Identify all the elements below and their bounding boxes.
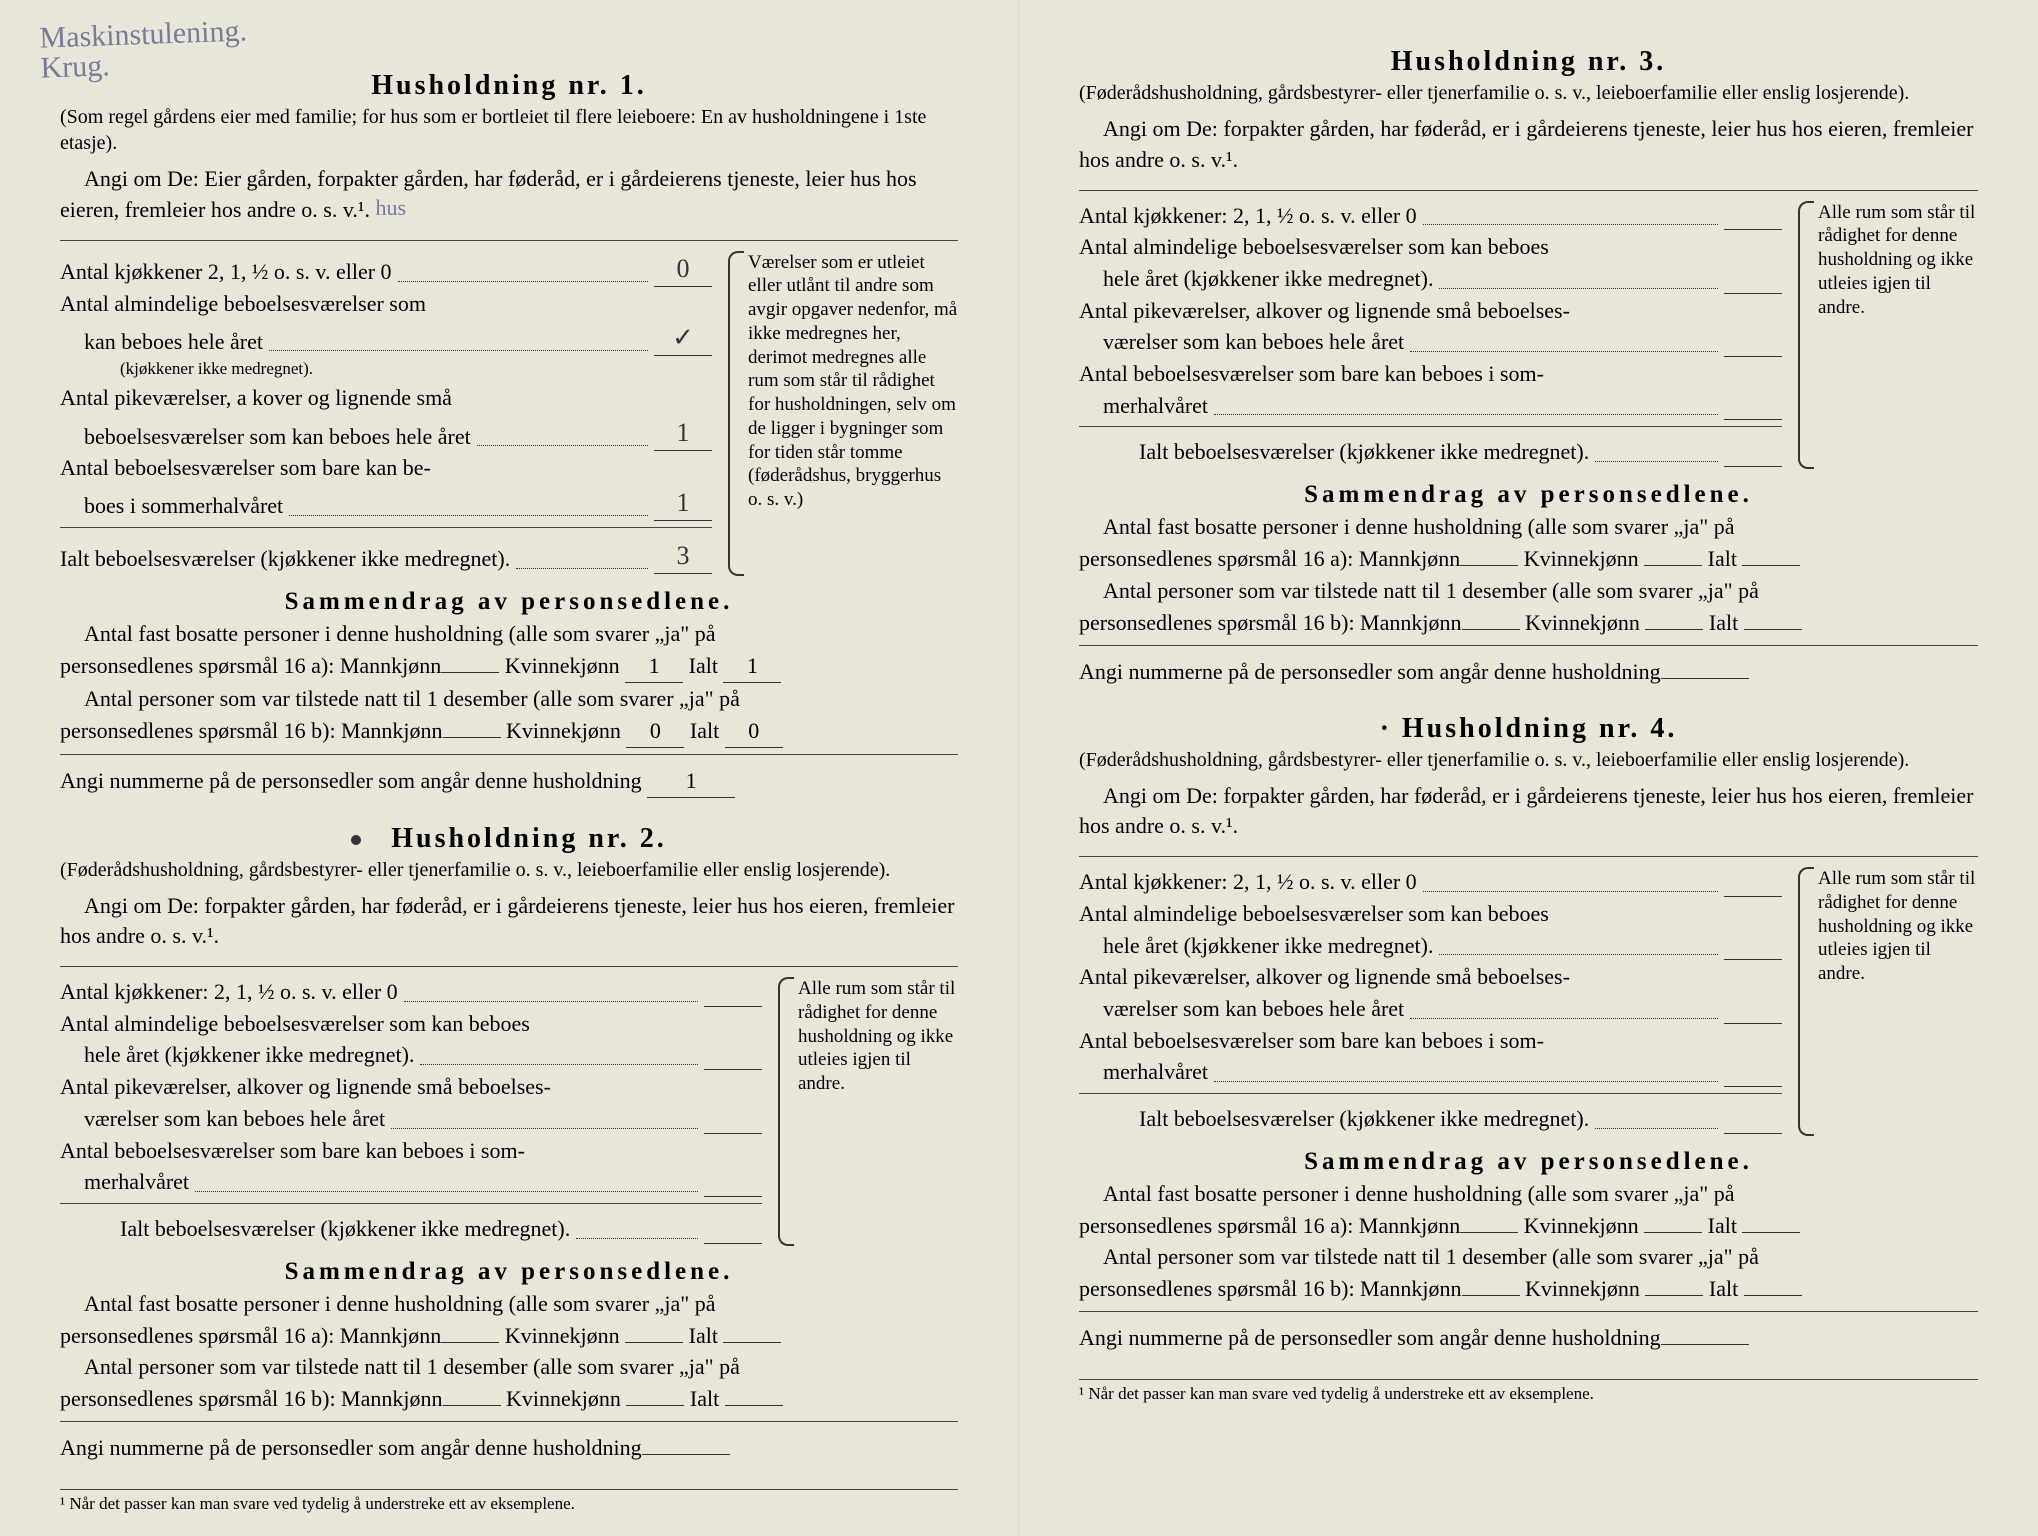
h1-r4-val: 1 xyxy=(654,485,712,521)
h1-r5-val: 3 xyxy=(654,538,712,574)
right-footnote: ¹ Når det passer kan man svare ved tydel… xyxy=(1079,1379,1978,1404)
h4-sidenote: Alle rum som står til rådighet for denne… xyxy=(1798,867,1978,1136)
h2-subtitle: (Føderådshusholdning, gårdsbestyrer- ell… xyxy=(60,857,958,883)
h3-title: Husholdning nr. 3. xyxy=(1079,46,1978,78)
brace-icon xyxy=(778,977,794,1246)
h1-p1b: personsedlenes spørsmål 16 a): Mannkjønn… xyxy=(60,650,958,683)
h1-summary-title: Sammendrag av personsedlene. xyxy=(60,588,958,616)
h3-summary-title: Sammendrag av personsedlene. xyxy=(1079,481,1978,509)
household-4: · Husholdning nr. 4. (Føderådshusholdnin… xyxy=(1079,713,1978,1355)
household-1: Husholdning nr. 1. (Som regel gårdens ei… xyxy=(60,70,958,798)
h1-r3-val: 1 xyxy=(654,415,712,451)
divider xyxy=(60,240,958,241)
h1-sidenote: Værelser som er utleiet eller utlånt til… xyxy=(728,251,958,576)
h1-r2-val: ✓ xyxy=(654,320,712,356)
h4-angi: Angi om De: forpakter gården, har føderå… xyxy=(1079,781,1978,843)
left-page: Maskinstulening. Krug. Husholdning nr. 1… xyxy=(0,0,1019,1536)
handwriting-line1: Maskinstulening. xyxy=(39,16,247,53)
handwriting-annotation: Maskinstulening. Krug. xyxy=(39,16,248,83)
h2-rows: Antal kjøkkener: 2, 1, ½ o. s. v. eller … xyxy=(60,977,762,1246)
h1-angi: Angi om De: Eier gården, forpakter gårde… xyxy=(60,164,958,226)
h1-rows-block: Antal kjøkkener 2, 1, ½ o. s. v. eller 0… xyxy=(60,251,958,576)
h1-p3: Angi nummerne på de personsedler som ang… xyxy=(60,765,958,798)
h1-subtitle: (Som regel gårdens eier med familie; for… xyxy=(60,104,958,156)
h4-subtitle: (Føderådshusholdning, gårdsbestyrer- ell… xyxy=(1079,747,1978,773)
h1-p2b: personsedlenes spørsmål 16 b): Mannkjønn… xyxy=(60,715,958,748)
household-2: Husholdning nr. 2. (Føderådshusholdning,… xyxy=(60,823,958,1465)
h1-p2a: Antal personer som var tilstede natt til… xyxy=(60,683,958,715)
h1-p1a: Antal fast bosatte personer i denne hush… xyxy=(60,618,958,650)
h2-angi: Angi om De: forpakter gården, har føderå… xyxy=(60,891,958,953)
h4-summary-title: Sammendrag av personsedlene. xyxy=(1079,1148,1978,1176)
brace-icon xyxy=(728,251,744,576)
brace-icon xyxy=(1798,867,1814,1136)
h1-r1-val: 0 xyxy=(654,251,712,287)
brace-icon xyxy=(1798,201,1814,470)
h2-title: Husholdning nr. 2. xyxy=(60,823,958,855)
household-3: Husholdning nr. 3. (Føderådshusholdning,… xyxy=(1079,46,1978,688)
h3-subtitle: (Føderådshusholdning, gårdsbestyrer- ell… xyxy=(1079,80,1978,106)
right-page: Husholdning nr. 3. (Føderådshusholdning,… xyxy=(1019,0,2038,1536)
h4-title: · Husholdning nr. 4. xyxy=(1079,713,1978,745)
h2-sidenote: Alle rum som står til rådighet for denne… xyxy=(778,977,958,1246)
handwriting-hus: hus xyxy=(376,195,407,220)
h2-summary-title: Sammendrag av personsedlene. xyxy=(60,1258,958,1286)
left-footnote: ¹ Når det passer kan man svare ved tydel… xyxy=(60,1489,958,1514)
h1-rows: Antal kjøkkener 2, 1, ½ o. s. v. eller 0… xyxy=(60,251,712,576)
h3-angi: Angi om De: forpakter gården, har føderå… xyxy=(1079,114,1978,176)
bullet-icon xyxy=(351,835,361,845)
h3-sidenote: Alle rum som står til rådighet for denne… xyxy=(1798,201,1978,470)
h2-rows-block: Antal kjøkkener: 2, 1, ½ o. s. v. eller … xyxy=(60,977,958,1246)
